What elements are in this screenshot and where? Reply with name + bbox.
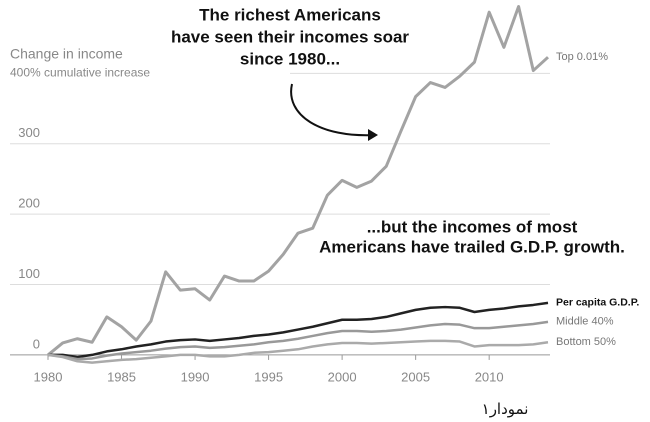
series-line: [47, 339, 549, 364]
x-tick-label: 1980: [34, 369, 63, 384]
annotation: The richest Americans: [199, 5, 381, 24]
caption: نمودار۱: [482, 401, 529, 418]
y-tick-label: 100: [18, 266, 40, 281]
series-label: Bottom 50%: [556, 336, 616, 348]
series-line: [48, 301, 549, 359]
annotation: since 1980...: [240, 49, 340, 68]
annotation: have seen their incomes soar: [171, 27, 409, 46]
x-tick-label: 1985: [107, 369, 136, 384]
y-tick-label: 200: [18, 196, 40, 211]
annotation: ...but the incomes of most: [367, 217, 578, 236]
y-tick-label: 400% cumulative increase: [10, 66, 150, 80]
series-line: [47, 320, 549, 361]
x-tick-label: 2000: [328, 369, 357, 384]
arrowhead: [368, 129, 378, 141]
y-axis-title: Change in income: [10, 46, 123, 62]
x-tick-label: 2010: [475, 369, 504, 384]
annotation: Americans have trailed G.D.P. growth.: [319, 237, 625, 256]
y-tick-label: 300: [18, 125, 40, 140]
series-label: Middle 40%: [556, 316, 614, 328]
series-line: [47, 5, 550, 357]
arrow: [290, 83, 377, 137]
x-tick-label: 2005: [401, 369, 430, 384]
x-tick-label: 1995: [254, 369, 283, 384]
x-tick-label: 1990: [181, 369, 210, 384]
y-tick-label: 0: [33, 336, 40, 351]
series-label: Per capita G.D.P.: [556, 297, 639, 309]
series-label: Top 0.01%: [556, 51, 608, 63]
